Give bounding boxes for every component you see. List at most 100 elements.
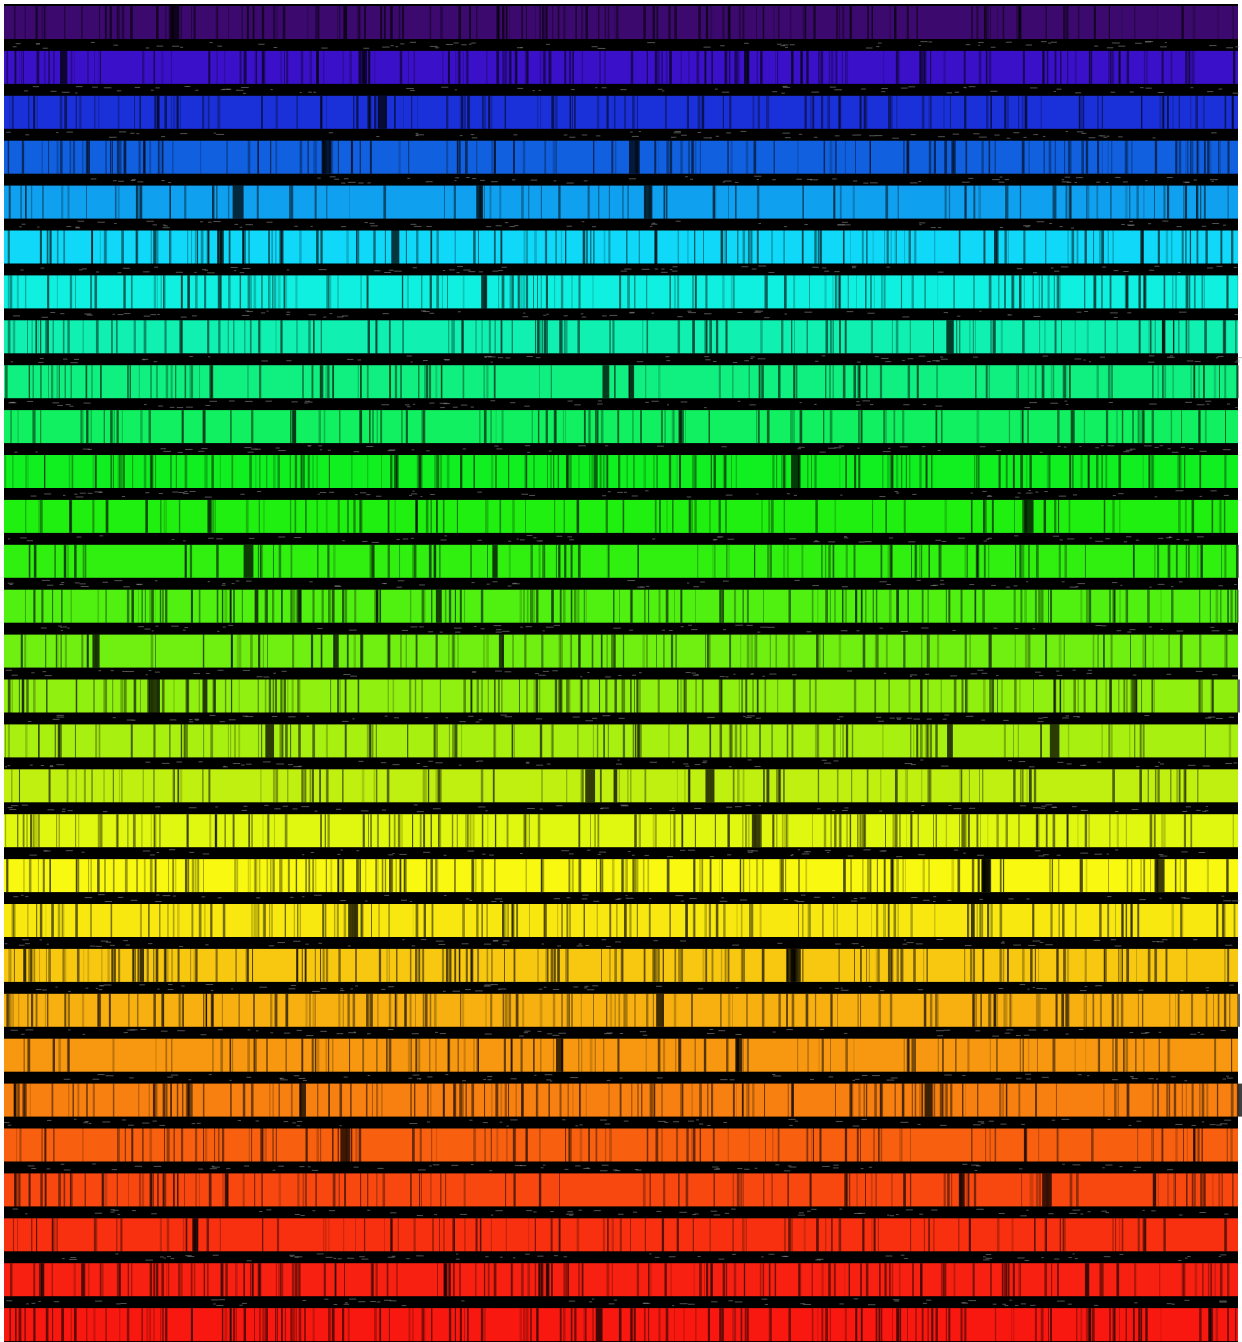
label-speck [815,360,819,362]
absorption-line [340,859,342,893]
absorption-line [564,50,567,84]
absorption-line [888,589,892,623]
label-speck [596,135,601,137]
absorption-line [809,275,810,309]
absorption-line [356,230,360,264]
absorption-line [8,948,10,982]
absorption-line [163,948,166,982]
absorption-line [555,140,558,174]
absorption-line [762,6,765,39]
label-speck [79,583,86,585]
absorption-line [586,230,588,264]
absorption-line [723,230,726,264]
absorption-line [32,365,34,399]
absorption-line [11,904,14,937]
absorption-line [652,814,655,848]
label-speck [625,895,628,897]
label-speck [609,314,618,316]
absorption-line [1053,679,1056,713]
absorption-line [250,904,254,937]
spectrum-band [4,455,1238,498]
absorption-line [511,499,514,533]
label-speck [1072,669,1076,671]
absorption-line [399,50,403,84]
absorption-line [989,1038,991,1072]
label-speck [487,356,496,358]
absorption-line [300,50,304,84]
absorption-line [552,993,556,1027]
absorption-line [1143,185,1145,219]
absorption-line [37,859,39,893]
label-speck [195,89,199,91]
label-speck [1234,584,1237,586]
label-speck [930,227,936,229]
label-speck [74,358,80,360]
label-speck [1023,136,1027,138]
absorption-line [1227,185,1229,219]
label-speck [734,806,742,808]
absorption-line [828,50,830,84]
absorption-line [154,589,156,623]
absorption-line [779,859,782,893]
absorption-line [914,544,917,578]
label-speck [721,91,730,93]
absorption-line [504,948,505,982]
label-speck [1106,182,1109,184]
absorption-line [460,455,462,488]
absorption-line [164,6,167,39]
label-speck [65,850,73,852]
absorption-line [317,6,320,39]
absorption-line [435,365,438,399]
absorption-line [1086,993,1087,1027]
absorption-line [820,1038,823,1072]
label-speck [617,759,620,761]
label-speck [833,760,839,762]
label-speck [725,494,733,496]
label-speck [857,447,860,449]
absorption-line [964,544,966,578]
absorption-line [1083,410,1086,444]
absorption-line [75,859,77,893]
absorption-line [539,993,543,1027]
label-speck [462,448,467,450]
label-speck [840,989,849,991]
absorption-line [370,904,372,937]
absorption-line [981,140,984,174]
absorption-line [1058,499,1060,533]
label-speck [339,990,345,992]
absorption-line [205,993,208,1027]
absorption-line [308,859,311,893]
absorption-line [814,679,817,713]
label-speck [60,630,64,632]
absorption-line [960,589,963,623]
absorption-line [388,1038,392,1072]
absorption-line [1183,185,1184,219]
label-speck [1199,495,1202,497]
absorption-line [312,455,314,488]
absorption-line [623,634,625,668]
absorption-line [378,904,380,937]
label-speck [13,315,21,317]
absorption-line [581,1038,583,1072]
absorption-line [813,6,816,39]
absorption-line [798,904,799,937]
label-speck [669,269,673,271]
absorption-line [885,185,889,219]
absorption-line [297,904,299,937]
label-speck [278,536,286,538]
absorption-line [264,679,267,713]
label-speck [569,539,574,541]
label-speck [780,45,786,47]
absorption-line [911,275,914,309]
absorption-line [1066,365,1068,399]
absorption-line [1215,589,1219,623]
absorption-line [1218,993,1220,1027]
absorption-line [473,455,475,488]
absorption-line [381,859,384,893]
absorption-line [542,859,545,893]
absorption-line [772,455,775,488]
absorption-line [869,859,871,893]
absorption-line [344,679,347,713]
absorption-line [931,455,933,488]
label-speck [1095,447,1099,449]
